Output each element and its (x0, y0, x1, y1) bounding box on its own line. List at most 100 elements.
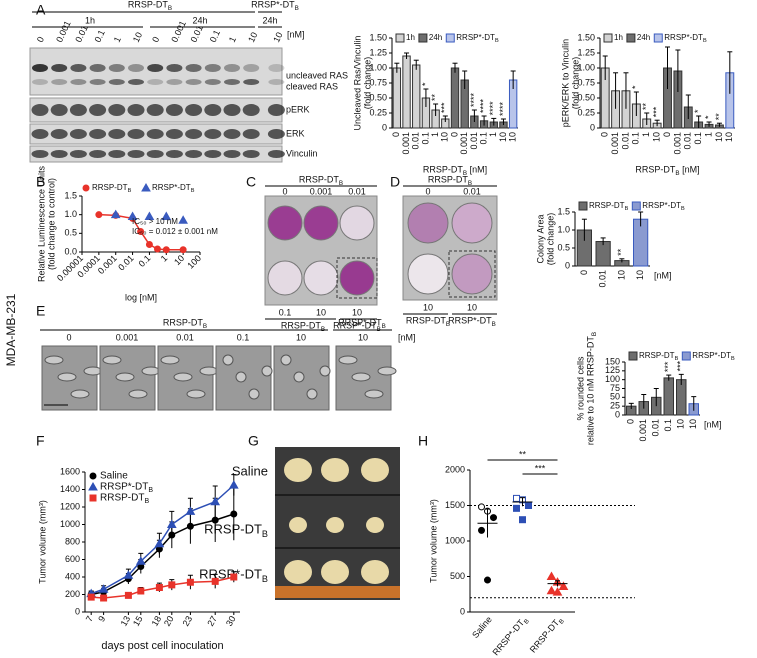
y-tick-label: 0 (382, 122, 387, 132)
blot-header: RRSP*-DTB (251, 0, 299, 12)
well (451, 202, 493, 244)
marker (484, 576, 491, 584)
cell (306, 388, 318, 400)
marker (210, 496, 221, 506)
lane-label: 1 (227, 35, 238, 44)
marker (162, 246, 170, 254)
unit-label: [nM] (398, 332, 416, 342)
x-tick-label: 0.01 (651, 419, 661, 437)
x-tick-label: 0.01 (598, 270, 608, 288)
legend-label: RRSP-DTB (589, 201, 629, 212)
x-tick-label: 0 (391, 132, 401, 137)
x-tick-label: 0.1 (693, 132, 703, 145)
marker (552, 587, 563, 596)
blot-band (127, 104, 145, 116)
x-tick-label: 0 (626, 419, 636, 424)
x-tick-label: 0.1 (137, 253, 153, 269)
x-axis-label: RRSP-DTB [nM] (635, 164, 699, 177)
marker (161, 211, 172, 221)
y-axis-label: pERK/ERK to Vinculin (560, 39, 570, 127)
legend-label: RRSP*-DTB (152, 183, 195, 194)
marker (155, 584, 163, 591)
y-tick-label: 0.75 (577, 77, 595, 87)
cell (57, 372, 77, 382)
tumor (284, 458, 312, 482)
bar (402, 55, 411, 129)
significance: * (631, 85, 641, 89)
blot-band (224, 79, 240, 85)
blot-band (89, 79, 106, 85)
y-tick-label: 0.5 (557, 242, 570, 252)
plate-label: 10 (423, 302, 433, 312)
significance: **** (488, 101, 498, 116)
x-tick-label: 10 (498, 132, 508, 142)
x-tick-label: 10 (724, 132, 734, 142)
blot-band (50, 129, 68, 139)
blot-band (224, 64, 240, 72)
y-axis-label: (fold change to control) (46, 178, 56, 270)
plate-label: 0.1 (279, 307, 292, 317)
y-tick-label: 1.50 (577, 32, 595, 42)
marker (186, 578, 194, 586)
bar (595, 241, 611, 267)
y-tick-label: 0.50 (577, 92, 595, 102)
legend-label: RRSP*-DTB (456, 33, 499, 44)
micro-header: RRSP-DTB (163, 317, 207, 330)
legend-swatch (681, 351, 691, 361)
marker (100, 594, 108, 602)
blot-band (51, 79, 68, 85)
cell (248, 388, 260, 400)
blot-header: RRSP-DTB (128, 0, 172, 12)
x-tick-label: 0.01 (116, 253, 135, 272)
panel-letter: E (36, 303, 45, 319)
lane-label: 1 (112, 35, 123, 44)
blot-band (165, 104, 183, 116)
x-tick-label: 0.001 (459, 132, 469, 155)
plate-label: 0.01 (348, 186, 366, 196)
y-tick-label: 25 (610, 401, 620, 411)
cell (173, 372, 193, 382)
legend-label: Saline (100, 471, 128, 482)
panel-letter: G (248, 433, 259, 449)
blot-band (147, 79, 164, 85)
marker (519, 516, 526, 524)
x-tick-label: 0.01 (411, 132, 421, 150)
plate-label: 0 (282, 186, 287, 196)
x-tick-label: 10 (676, 419, 686, 429)
x-tick-label: 1 (159, 253, 170, 264)
well (451, 253, 493, 295)
x-unit-label: [nM] (704, 419, 722, 429)
y-tick-label: 100 (605, 374, 620, 384)
well (339, 205, 375, 241)
x-tick-label: 100 (185, 253, 203, 271)
lane-label: 10 (131, 31, 144, 44)
marker (525, 502, 532, 509)
band-label: Vinculin (286, 148, 317, 158)
marker (546, 585, 557, 595)
x-tick-label: 0.001 (401, 132, 411, 155)
tumor (284, 560, 312, 584)
blot-band (69, 129, 87, 139)
legend-label: RRSP-DTB (639, 351, 679, 362)
legend-label: 1h (406, 33, 415, 42)
blot-band (268, 79, 285, 85)
significance: ** (641, 102, 651, 110)
marker (230, 510, 238, 518)
blot-band (165, 129, 183, 139)
plate-label: 10 (316, 307, 326, 317)
lane-label: 0 (150, 35, 161, 44)
blot-band (127, 129, 145, 139)
blot-band (108, 64, 125, 72)
time-label: 24h (192, 15, 207, 25)
legend-label: RRSP*-DTB (692, 351, 735, 362)
blot-band (223, 150, 241, 158)
x-tick-label: 18 (150, 614, 164, 628)
cell (261, 365, 273, 377)
blot-band (70, 64, 87, 72)
y-tick-label: 1.0 (557, 224, 570, 234)
blot-band (108, 79, 125, 85)
y-tick-label: 1.25 (369, 47, 387, 57)
blot-band (128, 79, 144, 85)
marker (135, 556, 146, 565)
y-tick-label: 1500 (445, 500, 465, 510)
